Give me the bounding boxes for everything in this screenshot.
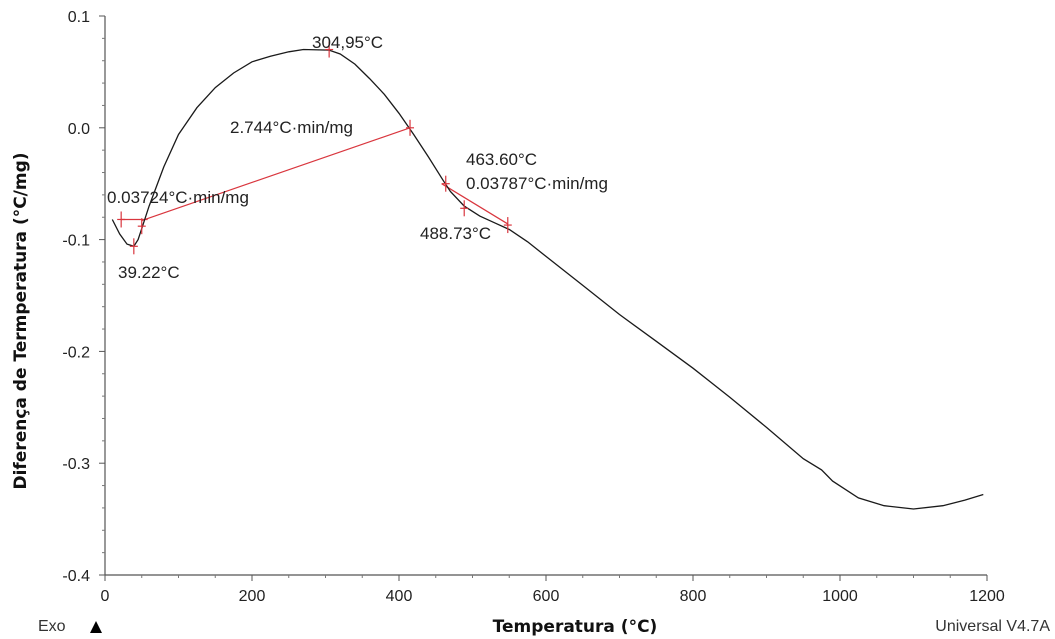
- x-axis-title: Temperatura (°C): [493, 617, 658, 637]
- exo-label: Exo: [38, 618, 66, 635]
- ticks: [99, 16, 987, 581]
- y-axis-title: Diferença de Termperatura (°C/mg): [11, 152, 31, 489]
- annotation-area-left: 0.03724°C·min/mg: [107, 188, 249, 207]
- markers: [117, 42, 512, 255]
- y-tick-label: -0.1: [62, 233, 90, 250]
- annotation-end-temp: 488.73°C: [420, 224, 491, 243]
- annotation-area-main: 2.744°C·min/mg: [230, 118, 353, 137]
- version-label: Universal V4.7A: [935, 618, 1050, 635]
- axes: [105, 16, 987, 575]
- y-tick-label: 0.0: [68, 121, 90, 138]
- tick-labels: 0 200 400 600 800 1000 1200 0.1 0.0 -0.1 -0.2 -0.3 -…: [62, 9, 1004, 605]
- x-tick-label: 0: [101, 588, 110, 605]
- y-tick-label: -0.3: [62, 456, 90, 473]
- exo-arrow-icon: [90, 621, 102, 633]
- annotation-min-temp: 39.22°C: [118, 263, 180, 282]
- x-tick-label: 1200: [969, 588, 1005, 605]
- integration-lines: [121, 128, 508, 224]
- y-tick-label: 0.1: [68, 9, 90, 26]
- y-tick-label: -0.2: [62, 344, 90, 361]
- x-tick-label: 800: [680, 588, 707, 605]
- x-tick-label: 1000: [822, 588, 858, 605]
- x-tick-label: 400: [386, 588, 413, 605]
- annotation-area-right: 0.03787°C·min/mg: [466, 174, 608, 193]
- annotation-peak-temp: 304,95°C: [312, 33, 383, 52]
- x-tick-label: 600: [533, 588, 560, 605]
- y-tick-label: -0.4: [62, 568, 90, 585]
- annotation-onset-temp: 463.60°C: [466, 150, 537, 169]
- x-tick-label: 200: [239, 588, 266, 605]
